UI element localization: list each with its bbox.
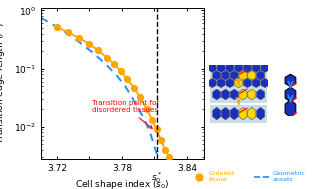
Polygon shape <box>261 78 269 88</box>
Polygon shape <box>285 74 296 87</box>
Polygon shape <box>235 78 243 88</box>
Polygon shape <box>248 89 256 100</box>
Polygon shape <box>213 71 221 80</box>
Text: Ordered
tissue: Ordered tissue <box>209 171 235 182</box>
Text: Transition point for
disordered tissues: Transition point for disordered tissues <box>92 100 159 128</box>
Polygon shape <box>208 63 216 72</box>
Polygon shape <box>239 71 247 80</box>
FancyBboxPatch shape <box>210 86 267 103</box>
Polygon shape <box>248 71 256 80</box>
Polygon shape <box>239 89 247 100</box>
Text: $s_0^*$: $s_0^*$ <box>151 170 162 185</box>
Polygon shape <box>230 71 238 80</box>
Y-axis label: Transition edge-length ($l^*$): Transition edge-length ($l^*$) <box>0 22 8 144</box>
Polygon shape <box>230 89 238 100</box>
Polygon shape <box>243 78 252 88</box>
Polygon shape <box>285 100 296 117</box>
Polygon shape <box>221 107 230 120</box>
Polygon shape <box>213 89 221 100</box>
Polygon shape <box>226 63 234 72</box>
Polygon shape <box>243 63 252 72</box>
Polygon shape <box>226 78 234 88</box>
Polygon shape <box>252 63 260 72</box>
Polygon shape <box>252 78 260 88</box>
Polygon shape <box>235 63 243 72</box>
FancyBboxPatch shape <box>210 67 267 84</box>
Polygon shape <box>221 71 230 80</box>
Polygon shape <box>257 107 265 120</box>
Text: Geometric
ansatz: Geometric ansatz <box>272 171 305 182</box>
Polygon shape <box>239 107 247 120</box>
Polygon shape <box>257 71 265 80</box>
FancyBboxPatch shape <box>210 105 267 122</box>
Polygon shape <box>257 89 265 100</box>
Polygon shape <box>261 63 269 72</box>
Polygon shape <box>217 78 225 88</box>
Polygon shape <box>248 107 256 120</box>
X-axis label: Cell shape index ($s_0$): Cell shape index ($s_0$) <box>75 178 170 189</box>
Polygon shape <box>208 78 216 88</box>
Polygon shape <box>230 107 238 120</box>
Polygon shape <box>221 89 230 100</box>
Polygon shape <box>285 87 296 102</box>
Polygon shape <box>213 107 221 120</box>
Polygon shape <box>217 63 225 72</box>
